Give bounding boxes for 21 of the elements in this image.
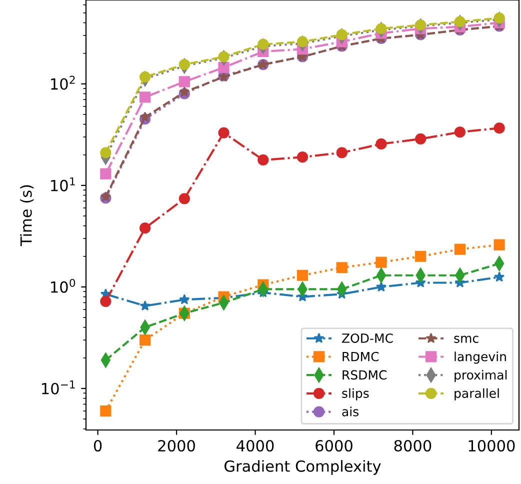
y-tick-label: 10$^{−1}$ [42,380,75,394]
legend-label: smc [454,336,478,343]
y-axis-title: Time (s) [20,185,34,246]
legend-label: proximal [454,370,507,382]
legend-label: ZOD-MC [342,333,393,343]
y-tick-label: 10$^{2}$ [51,76,75,90]
y-tick-label: 10$^{1}$ [51,177,75,192]
x-tick-label: 6000 [316,440,352,452]
y-tick-label: 10$^{0}$ [51,278,76,293]
x-tick-label: 10000 [468,440,515,452]
x-tick-label: 4000 [236,440,274,452]
legend-label: langevin [454,352,506,364]
legend-label: RDMC [342,352,379,362]
x-tick-label: 0 [94,440,102,452]
legend-label: RSDMC [342,370,387,380]
legend-label: slips [342,388,369,400]
x-tick-label: 8000 [394,440,432,452]
x-tick-label: 2000 [158,440,195,452]
legend-label: parallel [454,388,499,400]
x-axis-title: Gradient Complexity [224,460,381,475]
legend-label: ais [342,406,359,416]
